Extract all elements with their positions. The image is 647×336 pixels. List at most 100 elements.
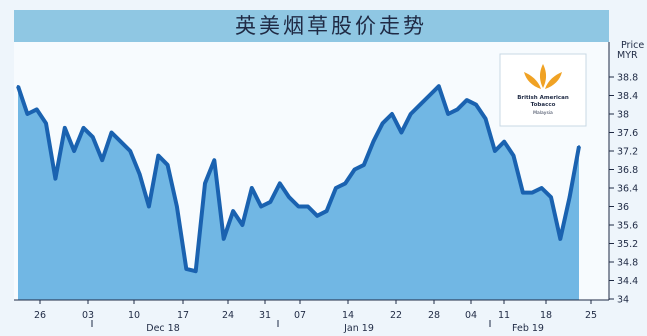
price-point [353, 168, 356, 171]
y-tick-label: 35.6 [617, 221, 638, 232]
price-point [362, 163, 366, 167]
price-area [18, 86, 579, 300]
price-point [400, 131, 403, 134]
logo-text-line1: British American [517, 95, 569, 101]
x-tick-label: 24 [222, 310, 234, 321]
price-point [54, 177, 57, 180]
x-tick-label: 31 [259, 310, 271, 321]
price-point [213, 159, 216, 162]
y-axis-unit-currency: MYR [617, 50, 638, 61]
x-axis-ticks: 26 03 10 17 24 31 07 14 22 28 04 11 18 25 [34, 300, 597, 321]
x-tick-label: 26 [34, 310, 46, 321]
price-point [456, 108, 459, 111]
logo-text-line3: Malaysia [533, 110, 553, 116]
price-point [531, 191, 534, 194]
y-axis-unit-price: Price [621, 40, 644, 51]
price-point [231, 209, 235, 213]
price-point [484, 117, 487, 120]
price-point [129, 149, 132, 153]
price-point [147, 205, 151, 208]
y-tick-label: 38.8 [617, 73, 638, 84]
price-point [26, 112, 29, 116]
x-tick-label: 17 [177, 310, 189, 321]
x-month-label: Dec 18 [146, 323, 180, 334]
y-tick-label: 36.4 [617, 184, 638, 195]
price-point [157, 154, 160, 157]
price-point [194, 270, 197, 273]
price-point [72, 149, 76, 153]
price-point [110, 131, 113, 134]
title-band [14, 10, 609, 42]
x-month-label: Jan 19 [343, 323, 374, 334]
price-point [35, 108, 38, 111]
price-point [269, 200, 272, 204]
price-point [297, 205, 300, 208]
price-point [493, 149, 497, 153]
price-point [381, 122, 384, 125]
x-tick-label: 10 [128, 310, 140, 321]
logo-text-line2: Tobacco [531, 102, 556, 108]
price-point [474, 103, 478, 106]
x-tick-label: 07 [294, 310, 306, 321]
company-logo: British American Tobacco Malaysia [499, 53, 587, 127]
price-point [334, 186, 338, 190]
price-point [306, 205, 310, 208]
line-layer [16, 84, 581, 274]
price-point [44, 122, 48, 125]
price-point [16, 85, 20, 88]
price-point [185, 267, 188, 271]
leaf-emblem-icon [524, 64, 562, 89]
price-point [512, 154, 515, 157]
price-point [259, 205, 263, 208]
y-tick-label: 34 [617, 295, 629, 306]
y-tick-label: 36.8 [617, 165, 638, 176]
price-point [316, 214, 319, 217]
price-point [287, 196, 291, 199]
y-tick-label: 38.4 [617, 91, 638, 102]
price-point [437, 85, 440, 88]
price-point [503, 140, 506, 143]
price-point [63, 126, 66, 130]
x-tick-label: 04 [465, 310, 477, 321]
price-point [222, 237, 225, 241]
price-point [568, 196, 571, 199]
price-point [521, 191, 525, 194]
price-point [409, 112, 412, 116]
x-tick-label: 18 [540, 310, 552, 321]
x-tick-label: 22 [390, 310, 402, 321]
price-point [82, 126, 85, 130]
price-point [465, 98, 468, 102]
price-point [372, 140, 375, 143]
price-point [203, 182, 207, 185]
x-tick-label: 25 [585, 310, 597, 321]
price-point [559, 237, 562, 241]
price-point [119, 140, 123, 143]
price-point [325, 209, 328, 213]
x-axis-months: Dec 18 Jan 19 Feb 19 [91, 320, 544, 334]
price-point [278, 182, 281, 185]
x-tick-label: 14 [342, 310, 354, 321]
y-tick-label: 37.2 [617, 147, 638, 158]
y-axis-ticks: 34 34.4 34.8 35.2 35.6 36 36.4 36.8 37.2 37.6 38 38… [609, 73, 638, 306]
price-point [577, 145, 581, 148]
price-point [138, 172, 141, 176]
y-tick-label: 37.6 [617, 128, 638, 139]
x-tick-label: 11 [498, 310, 510, 321]
price-point [390, 112, 394, 116]
x-month-label: Feb 19 [512, 323, 544, 334]
price-point [91, 135, 95, 139]
x-tick-label: 03 [82, 310, 94, 321]
price-point [101, 159, 104, 162]
price-point [540, 186, 543, 190]
x-tick-label: 28 [428, 310, 440, 321]
y-tick-label: 34.8 [617, 258, 638, 269]
price-point [428, 94, 431, 97]
price-point [549, 196, 553, 199]
y-tick-label: 35.2 [617, 239, 638, 250]
price-point [344, 182, 347, 185]
price-point [241, 223, 244, 227]
chart-title: 英美烟草股价走势 [235, 14, 427, 38]
price-point [250, 186, 253, 190]
